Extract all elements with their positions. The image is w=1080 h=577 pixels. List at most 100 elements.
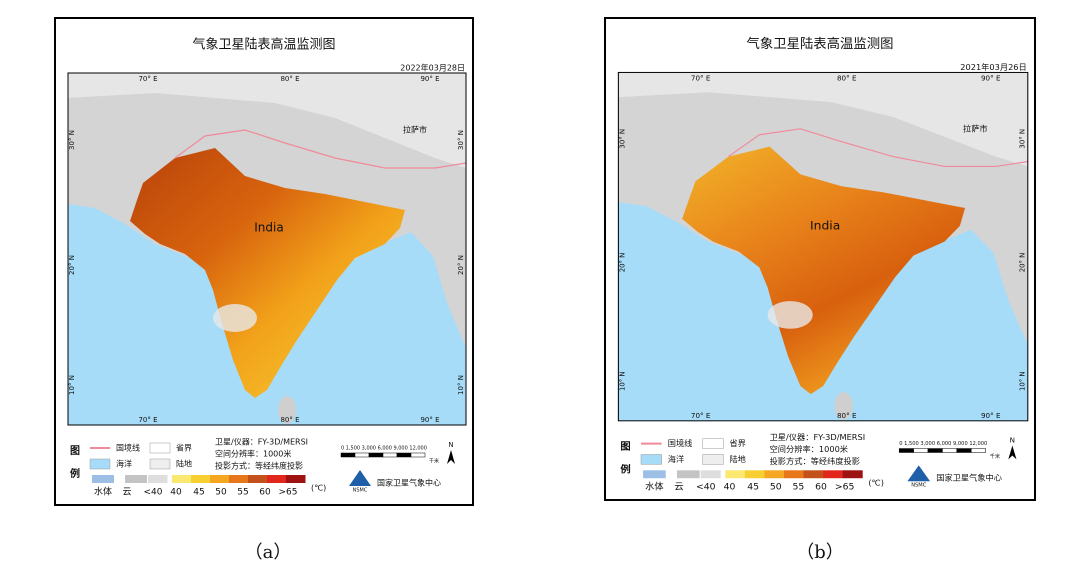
color-swatch: [172, 475, 192, 483]
lat-label: 30° N: [68, 130, 76, 150]
scale-bar: [970, 448, 986, 453]
scale-unit: 千米: [429, 458, 439, 465]
color-swatch: [125, 475, 147, 483]
lat-label: 20° N: [1018, 253, 1027, 273]
scale-text: 0 1,500 3,000 6,000 9,000 12,000: [341, 446, 427, 452]
caption: （b）: [796, 542, 844, 563]
class-label: 水体: [645, 481, 664, 493]
color-swatch: [744, 470, 765, 479]
country-label: India: [810, 218, 840, 232]
lat-label: 10° N: [68, 375, 76, 395]
legend-item: 国境线: [116, 443, 140, 453]
cloud-patch: [767, 301, 813, 329]
caption: （a）: [245, 542, 292, 563]
lat-label: 10° N: [1018, 371, 1027, 391]
lon-label: 90° E: [420, 416, 439, 424]
legend-swatch: [640, 454, 662, 465]
lat-label: 20° N: [617, 253, 626, 273]
lon-label: 70° E: [138, 416, 157, 424]
class-label: 55: [237, 488, 248, 498]
legend-item: 海洋: [116, 459, 132, 469]
legend-item: 陆地: [729, 454, 745, 464]
panel: 气象卫星陆表高温监测图 2022年03月28日 India 拉萨市 70° E 70° E…: [54, 17, 474, 506]
color-swatch: [92, 475, 114, 483]
scale-unit: 千米: [990, 453, 1000, 460]
legend-item: 省界: [176, 443, 192, 453]
legend-info: 空间分辨率：1000米: [770, 444, 848, 454]
scale-bar: [410, 452, 426, 458]
legend-info: 卫星/仪器：FY-3D/MERSI: [770, 433, 866, 442]
legend-item: 省界: [729, 438, 745, 448]
north-label: N: [1010, 436, 1015, 445]
north-arrow: [1008, 445, 1017, 460]
color-swatch: [783, 470, 805, 479]
scale-bar: [340, 452, 356, 458]
panel: 气象卫星陆表高温监测图 2021年03月26日 India 拉萨市 70° E 70° E…: [603, 17, 1037, 501]
class-label: 45: [747, 483, 759, 493]
sri-lanka: [278, 396, 296, 424]
class-label: 云: [674, 483, 683, 493]
legend-info: 投影方式：等经纬度投影: [215, 461, 303, 471]
class-label: 50: [770, 483, 782, 493]
class-label: >65: [279, 488, 298, 498]
india-heat: [130, 148, 405, 398]
class-label: 云: [122, 488, 131, 498]
color-swatch: [823, 470, 844, 479]
logo-icon: [349, 470, 371, 486]
india-heat: [682, 146, 966, 395]
scale-bar: [382, 452, 398, 458]
logo-text: NSMC: [911, 483, 927, 489]
north-arrow: [447, 450, 455, 464]
lat-label: 20° N: [457, 255, 465, 275]
lon-label: 70° E: [138, 75, 157, 83]
scale-bar: [913, 448, 929, 453]
color-swatch: [229, 475, 249, 483]
legend-swatch: [702, 454, 724, 465]
color-swatch: [191, 475, 211, 483]
lon-label: 80° E: [837, 73, 857, 82]
map-title: 气象卫星陆表高温监测图: [747, 35, 894, 52]
cloud-patch: [213, 304, 257, 332]
north-label: N: [448, 441, 453, 449]
color-swatch: [725, 470, 746, 479]
lon-label: 80° E: [280, 75, 299, 83]
land-north: [68, 73, 466, 168]
scale-bar: [927, 448, 943, 453]
border-line: [174, 129, 467, 169]
map-frame: [617, 71, 1029, 422]
lon-label: 70° E: [691, 73, 711, 82]
unit-label: (℃): [311, 484, 326, 493]
legend-heading: 图: [620, 441, 630, 453]
legend-swatch: [149, 458, 171, 470]
unit-label: (℃): [868, 479, 884, 488]
lat-label: 10° N: [617, 371, 626, 391]
city-label: 拉萨市: [403, 125, 427, 135]
class-label: 60: [815, 483, 827, 493]
lon-label: 90° E: [420, 75, 439, 83]
legend-item: 陆地: [176, 459, 192, 469]
map: India 拉萨市 70° E 70° E 80° E 80° E 90° E 90° E 30…: [67, 72, 467, 426]
border-line: [728, 128, 1028, 168]
legend-info: 空间分辨率：1000米: [215, 449, 291, 459]
lat-label: 10° N: [457, 375, 465, 395]
legend-item: 国境线: [668, 438, 693, 448]
scale-bar: [396, 452, 412, 458]
lon-label: 90° E: [981, 411, 1001, 420]
class-label: <40: [696, 483, 716, 493]
class-label: 45: [193, 488, 204, 498]
color-swatch: [210, 475, 230, 483]
map-title: 气象卫星陆表高温监测图: [192, 37, 335, 53]
agency-label: 国家卫星气象中心: [936, 473, 1002, 483]
lon-label: 70° E: [691, 411, 711, 420]
legend-heading: 图: [70, 445, 80, 457]
map-date: 2022年03月28日: [400, 63, 465, 73]
class-label: 水体: [94, 486, 112, 498]
class-label: >65: [835, 483, 855, 493]
class-label: 50: [215, 488, 227, 498]
color-swatch: [764, 470, 785, 479]
class-label: 40: [724, 483, 736, 493]
scale-bar: [956, 448, 972, 453]
map-date: 2021年03月26日: [960, 62, 1026, 72]
class-label: <40: [144, 488, 163, 498]
